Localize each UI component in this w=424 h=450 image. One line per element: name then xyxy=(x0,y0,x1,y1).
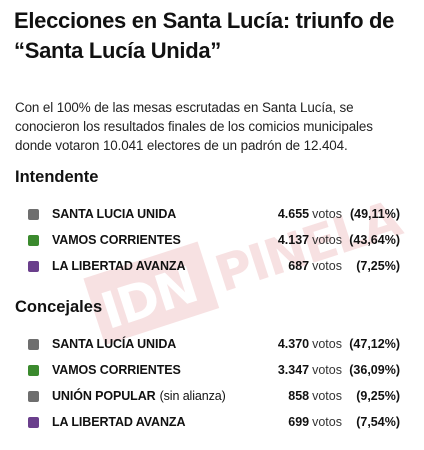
votes-count: 858 xyxy=(288,389,310,403)
result-row-vamos-corrientes: VAMOS CORRIENTES 3.347 votos (36,09%) xyxy=(28,357,400,383)
vote-percentage: (7,25%) xyxy=(356,259,400,273)
intro-paragraph: Con el 100% de las mesas escrutadas en S… xyxy=(15,98,415,155)
party-name: SANTA LUCIA UNIDA xyxy=(52,207,177,221)
party-color-swatch xyxy=(28,338,39,350)
party-name: UNIÓN POPULAR (sin alianza) xyxy=(52,389,226,403)
result-row-santa-lucia-unida: SANTA LUCIA UNIDA 4.655 votos (49,11%) xyxy=(28,201,400,227)
vote-percentage: (43,64%) xyxy=(349,233,400,247)
party-name: VAMOS CORRIENTES xyxy=(52,363,181,377)
votes-label: votos xyxy=(312,415,342,429)
votes-label: votos xyxy=(312,337,342,351)
votes-label: votos xyxy=(312,207,342,221)
votes-count: 4.655 xyxy=(277,207,310,221)
votes-count: 687 xyxy=(288,259,310,273)
vote-percentage: (9,25%) xyxy=(356,389,400,403)
party-name: SANTA LUCÍA UNIDA xyxy=(52,337,177,351)
party-result: 858 votos (9,25%) xyxy=(288,383,400,409)
party-result: 3.347 votos (36,09%) xyxy=(278,357,400,383)
party-color-swatch xyxy=(28,416,39,428)
intendente-results: SANTA LUCIA UNIDA 4.655 votos (49,11%) V… xyxy=(28,201,400,279)
vote-percentage: (7,54%) xyxy=(356,415,400,429)
party-color-swatch xyxy=(28,364,39,376)
party-result: 699 votos (7,54%) xyxy=(288,409,400,435)
headline-line-2: “Santa Lucía Unida” xyxy=(14,38,222,63)
result-row-la-libertad-avanza: LA LIBERTAD AVANZA 699 votos (7,54%) xyxy=(28,409,400,435)
intro-line-3: donde votaron 10.041 electores de un pad… xyxy=(15,138,348,153)
votes-label: votos xyxy=(312,389,342,403)
section-title-concejales: Concejales xyxy=(15,298,103,316)
party-color-swatch xyxy=(28,208,39,220)
party-name: LA LIBERTAD AVANZA xyxy=(52,259,186,273)
intro-line-1: Con el 100% de las mesas escrutadas en S… xyxy=(15,100,354,115)
party-result: 687 votos (7,25%) xyxy=(288,253,400,279)
result-row-la-libertad-avanza: LA LIBERTAD AVANZA 687 votos (7,25%) xyxy=(28,253,400,279)
headline: Elecciones en Santa Lucía: triunfo de “S… xyxy=(14,6,418,66)
party-color-swatch xyxy=(28,234,39,246)
votes-count: 699 xyxy=(288,415,310,429)
vote-percentage: (36,09%) xyxy=(349,363,400,377)
party-color-swatch xyxy=(28,260,39,272)
party-result: 4.655 votos (49,11%) xyxy=(278,201,400,227)
vote-percentage: (47,12%) xyxy=(349,337,400,351)
result-row-vamos-corrientes: VAMOS CORRIENTES 4.137 votos (43,64%) xyxy=(28,227,400,253)
party-note: (sin alianza) xyxy=(159,389,226,403)
party-name: VAMOS CORRIENTES xyxy=(52,233,181,247)
party-color-swatch xyxy=(28,390,39,402)
concejales-results: SANTA LUCÍA UNIDA 4.370 votos (47,12%) V… xyxy=(28,331,400,435)
votes-count: 4.370 xyxy=(277,337,310,351)
section-title-intendente: Intendente xyxy=(15,168,99,186)
party-name: LA LIBERTAD AVANZA xyxy=(52,415,186,429)
votes-count: 3.347 xyxy=(277,363,310,377)
party-result: 4.370 votos (47,12%) xyxy=(278,331,400,357)
votes-label: votos xyxy=(312,363,342,377)
votes-label: votos xyxy=(312,259,342,273)
votes-count: 4.137 xyxy=(277,233,310,247)
result-row-santa-lucia-unida: SANTA LUCÍA UNIDA 4.370 votos (47,12%) xyxy=(28,331,400,357)
intro-line-2: conocieron los resultados finales de los… xyxy=(15,119,373,134)
vote-percentage: (49,11%) xyxy=(349,207,400,221)
headline-line-1: Elecciones en Santa Lucía: triunfo de xyxy=(14,8,395,33)
party-result: 4.137 votos (43,64%) xyxy=(278,227,400,253)
votes-label: votos xyxy=(312,233,342,247)
result-row-union-popular: UNIÓN POPULAR (sin alianza) 858 votos (9,… xyxy=(28,383,400,409)
